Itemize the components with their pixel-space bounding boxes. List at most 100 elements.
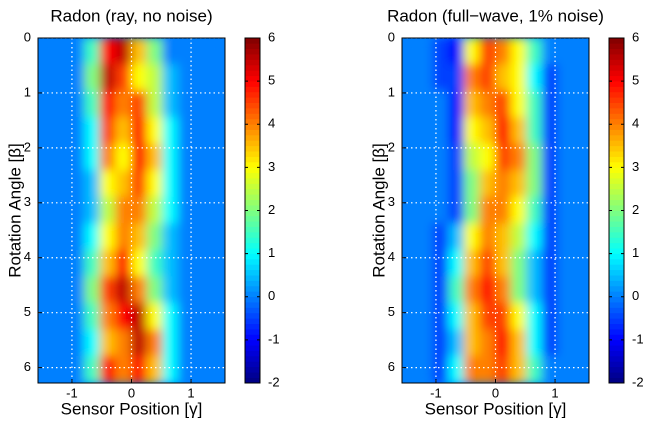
heatmap-cell (526, 249, 543, 278)
heatmap-cell (495, 170, 512, 198)
heatmap-cell (448, 249, 465, 278)
heatmap-cell (146, 355, 164, 383)
colorbar-segment (609, 80, 624, 87)
colorbar-segment (245, 344, 260, 351)
heatmap-cell (526, 64, 543, 92)
heatmap-cell (572, 64, 589, 92)
heatmap-cell (448, 302, 465, 331)
heatmap-cell-group (402, 38, 589, 383)
heatmap-cell (162, 276, 179, 304)
heatmap-cell (115, 90, 132, 119)
colorbar-segment (609, 242, 624, 249)
heatmap-cell (402, 90, 419, 119)
heatmap-cell (510, 355, 528, 383)
colorbar-segment (609, 361, 624, 368)
colorbar-segment (609, 145, 624, 152)
chart-title: Radon (full−wave, 1% noise) (387, 6, 604, 25)
heatmap-cell (53, 223, 70, 251)
heatmap-cell (177, 117, 195, 145)
heatmap-cell (38, 276, 55, 304)
colorbar-segment (609, 291, 624, 298)
heatmap-cell (526, 355, 543, 383)
heatmap-cell (510, 170, 528, 198)
heatmap-cell (463, 355, 481, 383)
y-tick-label: 4 (24, 249, 31, 264)
colorbar-segment (245, 361, 260, 368)
heatmap-cell (68, 355, 86, 383)
colorbar-segment (609, 129, 624, 136)
heatmap-cell (495, 302, 512, 331)
heatmap-cell (193, 90, 210, 119)
heatmap-cell (526, 117, 543, 145)
heatmap-cell (146, 249, 164, 278)
heatmap-cell (193, 38, 210, 66)
heatmap-cell (115, 329, 132, 357)
heatmap-cell (193, 249, 210, 278)
heatmap-cell (541, 196, 559, 225)
y-axis-label: Rotation Angle [β] (369, 143, 388, 278)
heatmap-cell (432, 223, 450, 251)
heatmap-cell (417, 90, 434, 119)
heatmap-cell (53, 329, 70, 357)
heatmap-cell (448, 90, 465, 119)
heatmap-cell (479, 143, 496, 172)
heatmap-cell (572, 276, 589, 304)
heatmap-cell (526, 90, 543, 119)
colorbar-segment (609, 274, 624, 281)
heatmap-cell (510, 276, 528, 304)
colorbar-segment (245, 296, 260, 303)
colorbar-segment (245, 226, 260, 233)
heatmap-cell (38, 170, 55, 198)
colorbar-segment (609, 102, 624, 109)
heatmap-cell (572, 249, 589, 278)
heatmap-cell (432, 64, 450, 92)
heatmap-cell-group (38, 38, 225, 383)
heatmap-cell (510, 117, 528, 145)
heatmap-cell (417, 329, 434, 357)
heatmap-cell (68, 249, 86, 278)
heatmap-cell (479, 355, 496, 383)
heatmap-cell (177, 170, 195, 198)
heatmap-cell (84, 249, 101, 278)
heatmap-cell (479, 196, 496, 225)
heatmap-cell (510, 64, 528, 92)
heatmap-cell (84, 302, 101, 331)
heatmap-cell (495, 329, 512, 357)
heatmap-cell (402, 170, 419, 198)
heatmap-cell (162, 64, 179, 92)
colorbar-segment (245, 285, 260, 292)
heatmap-cell (541, 170, 559, 198)
heatmap-cell (432, 329, 450, 357)
heatmap-cell (495, 223, 512, 251)
colorbar-segment (609, 140, 624, 147)
heatmap-cell (131, 355, 148, 383)
colorbar-segment (609, 59, 624, 66)
heatmap-cell (526, 196, 543, 225)
heatmap-cell (193, 196, 210, 225)
heatmap-cell (208, 38, 225, 66)
colorbar-tick-label: 3 (268, 159, 275, 174)
heatmap-cell (208, 329, 225, 357)
colorbar-segment (245, 107, 260, 114)
heatmap-cell (53, 302, 70, 331)
heatmap-cell (402, 196, 419, 225)
heatmap-cell (68, 329, 86, 357)
heatmap-cell (53, 196, 70, 225)
heatmap-cell (541, 117, 559, 145)
heatmap-cell (146, 302, 164, 331)
heatmap-cell (38, 196, 55, 225)
heatmap-cell (131, 223, 148, 251)
plot-frame (401, 37, 590, 384)
y-tick-label: 5 (388, 304, 395, 319)
heatmap-cell (417, 143, 434, 172)
colorbar-segment (245, 96, 260, 103)
colorbar-segment (609, 296, 624, 303)
heatmap-cell (572, 302, 589, 331)
colorbar-segment (245, 339, 260, 346)
heatmap-cell (479, 223, 496, 251)
x-tick-label: 0 (128, 385, 135, 400)
colorbar-segment (609, 328, 624, 335)
heatmap-cell (38, 329, 55, 357)
heatmap-cell (115, 170, 132, 198)
heatmap-cell (99, 329, 117, 357)
